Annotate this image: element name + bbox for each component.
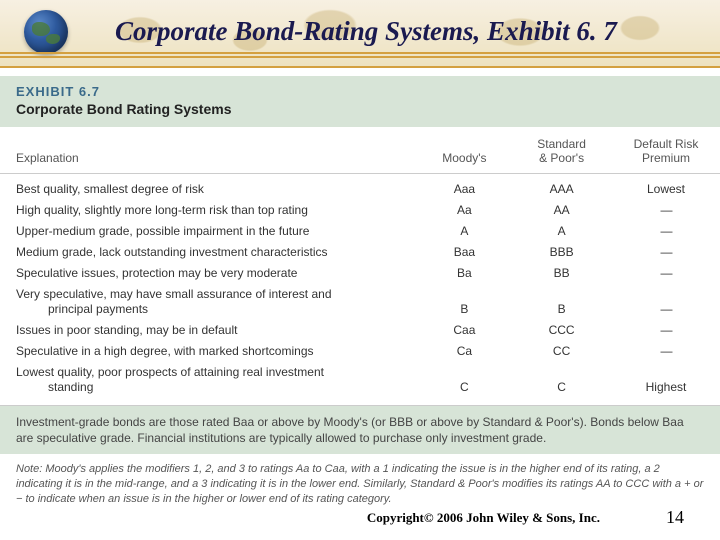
exhibit-title: Corporate Bond Rating Systems	[16, 101, 704, 117]
table-body: Best quality, smallest degree of riskAaa…	[0, 174, 720, 406]
cell-sp: AAA	[511, 174, 612, 201]
table-row: Lowest quality, poor prospects of attain…	[0, 362, 720, 406]
cell-moodys: A	[418, 221, 512, 242]
cell-default-risk: —	[612, 320, 720, 341]
cell-moodys: Aaa	[418, 174, 512, 201]
cell-default-risk: —	[612, 263, 720, 284]
cell-sp: C	[511, 362, 612, 406]
ratings-table: Explanation Moody's Standard & Poor's De…	[0, 127, 720, 406]
cell-sp: BB	[511, 263, 612, 284]
header-banner: Corporate Bond-Rating Systems, Exhibit 6…	[0, 0, 720, 68]
divider-line	[0, 56, 720, 58]
cell-sp: CCC	[511, 320, 612, 341]
table-row: Speculative issues, protection may be ve…	[0, 263, 720, 284]
page-number: 14	[666, 507, 684, 528]
col-default-risk: Default Risk Premium	[612, 127, 720, 174]
divider-line	[0, 52, 720, 54]
cell-sp: BBB	[511, 242, 612, 263]
cell-explanation: Issues in poor standing, may be in defau…	[0, 320, 418, 341]
cell-moodys: Baa	[418, 242, 512, 263]
cell-default-risk: —	[612, 242, 720, 263]
cell-default-risk: Highest	[612, 362, 720, 406]
exhibit-number: EXHIBIT 6.7	[16, 84, 704, 99]
col-sp-line2: & Poor's	[539, 151, 584, 165]
table-row: Best quality, smallest degree of riskAaa…	[0, 174, 720, 201]
copyright-text: Copyright© 2006 John Wiley & Sons, Inc.	[367, 510, 600, 526]
col-sp: Standard & Poor's	[511, 127, 612, 174]
cell-default-risk: —	[612, 221, 720, 242]
note-label: Note:	[16, 463, 42, 475]
page-title: Corporate Bond-Rating Systems, Exhibit 6…	[115, 16, 617, 47]
cell-moodys: B	[418, 284, 512, 320]
table-row: Very speculative, may have small assuran…	[0, 284, 720, 320]
cell-moodys: Aa	[418, 200, 512, 221]
cell-moodys: Caa	[418, 320, 512, 341]
cell-sp: B	[511, 284, 612, 320]
cell-sp: A	[511, 221, 612, 242]
cell-moodys: C	[418, 362, 512, 406]
exhibit-note: Note: Moody's applies the modifiers 1, 2…	[0, 454, 720, 507]
table-row: Medium grade, lack outstanding investmen…	[0, 242, 720, 263]
col-explanation: Explanation	[0, 127, 418, 174]
cell-moodys: Ca	[418, 341, 512, 362]
table-row: High quality, slightly more long-term ri…	[0, 200, 720, 221]
cell-explanation: High quality, slightly more long-term ri…	[0, 200, 418, 221]
cell-explanation: Medium grade, lack outstanding investmen…	[0, 242, 418, 263]
col-moodys: Moody's	[418, 127, 512, 174]
table-row: Speculative in a high degree, with marke…	[0, 341, 720, 362]
note-text: Moody's applies the modifiers 1, 2, and …	[16, 463, 703, 505]
cell-default-risk: Lowest	[612, 174, 720, 201]
cell-sp: AA	[511, 200, 612, 221]
cell-explanation: Very speculative, may have small assuran…	[0, 284, 418, 320]
col-sp-line1: Standard	[537, 137, 586, 151]
exhibit-header: EXHIBIT 6.7 Corporate Bond Rating System…	[0, 76, 720, 127]
cell-explanation: Lowest quality, poor prospects of attain…	[0, 362, 418, 406]
table-row: Upper-medium grade, possible impairment …	[0, 221, 720, 242]
cell-sp: CC	[511, 341, 612, 362]
exhibit-container: EXHIBIT 6.7 Corporate Bond Rating System…	[0, 76, 720, 507]
cell-explanation: Upper-medium grade, possible impairment …	[0, 221, 418, 242]
cell-explanation: Speculative issues, protection may be ve…	[0, 263, 418, 284]
table-header: Explanation Moody's Standard & Poor's De…	[0, 127, 720, 174]
exhibit-footnote: Investment-grade bonds are those rated B…	[0, 406, 720, 454]
table-row: Issues in poor standing, may be in defau…	[0, 320, 720, 341]
cell-default-risk: —	[612, 200, 720, 221]
cell-explanation: Best quality, smallest degree of risk	[0, 174, 418, 201]
cell-default-risk: —	[612, 284, 720, 320]
cell-moodys: Ba	[418, 263, 512, 284]
col-drp-line2: Premium	[642, 151, 690, 165]
col-drp-line1: Default Risk	[634, 137, 699, 151]
cell-explanation: Speculative in a high degree, with marke…	[0, 341, 418, 362]
cell-default-risk: —	[612, 341, 720, 362]
globe-icon	[24, 10, 68, 54]
